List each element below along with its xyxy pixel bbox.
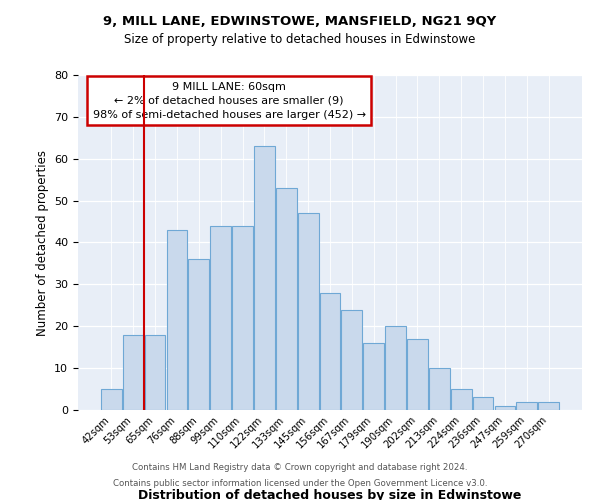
Bar <box>232 226 253 410</box>
Bar <box>167 230 187 410</box>
Bar <box>254 146 275 410</box>
Bar <box>385 326 406 410</box>
Bar <box>538 402 559 410</box>
Text: Size of property relative to detached houses in Edwinstowe: Size of property relative to detached ho… <box>124 32 476 46</box>
Text: 9, MILL LANE, EDWINSTOWE, MANSFIELD, NG21 9QY: 9, MILL LANE, EDWINSTOWE, MANSFIELD, NG2… <box>103 15 497 28</box>
Text: Contains HM Land Registry data © Crown copyright and database right 2024.: Contains HM Land Registry data © Crown c… <box>132 464 468 472</box>
Text: Contains public sector information licensed under the Open Government Licence v3: Contains public sector information licen… <box>113 478 487 488</box>
Bar <box>210 226 231 410</box>
Text: 9 MILL LANE: 60sqm
← 2% of detached houses are smaller (9)
98% of semi-detached : 9 MILL LANE: 60sqm ← 2% of detached hous… <box>92 82 366 120</box>
Bar <box>101 389 122 410</box>
Bar <box>298 213 319 410</box>
Bar <box>407 339 428 410</box>
Bar <box>429 368 450 410</box>
Bar <box>341 310 362 410</box>
Bar <box>145 334 166 410</box>
Bar <box>276 188 296 410</box>
Bar <box>364 343 384 410</box>
X-axis label: Distribution of detached houses by size in Edwinstowe: Distribution of detached houses by size … <box>139 490 521 500</box>
Bar <box>473 398 493 410</box>
Bar <box>517 402 537 410</box>
Bar <box>494 406 515 410</box>
Bar <box>188 259 209 410</box>
Bar <box>320 292 340 410</box>
Y-axis label: Number of detached properties: Number of detached properties <box>35 150 49 336</box>
Bar <box>451 389 472 410</box>
Bar <box>123 334 143 410</box>
